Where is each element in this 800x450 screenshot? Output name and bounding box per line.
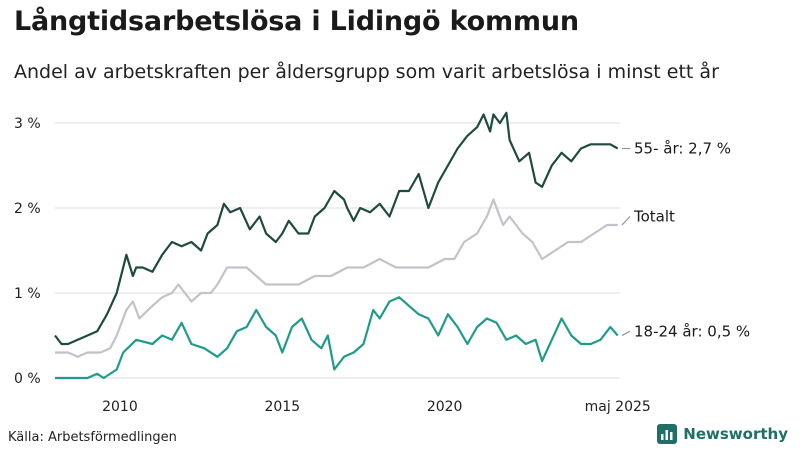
series-line-55	[54, 111, 619, 346]
x-tick-label: 2020	[427, 399, 463, 415]
end-label-leader-1824	[621, 330, 631, 336]
series-end-labels: Totalt 18-24 år: 0,5 % 55- år: 2,7 %	[621, 140, 750, 340]
x-tick-label: 2015	[264, 399, 300, 415]
x-tick-label: 2010	[102, 399, 138, 415]
brand-name: Newsworthy	[683, 425, 788, 443]
series-line-1824	[55, 296, 619, 380]
series-lines	[54, 111, 619, 380]
series-line-total	[55, 198, 618, 358]
x-axis-ticks: 2010 2015 2020 maj 2025	[102, 399, 651, 415]
newsworthy-logo-icon	[657, 424, 678, 444]
series-end-label-1824: 18-24 år: 0,5 %	[634, 322, 750, 340]
y-axis-ticks: 0 % 1 % 2 % 3 %	[14, 116, 41, 387]
series-end-label-total: Totalt	[633, 208, 675, 226]
source-note: Källa: Arbetsförmedlingen	[8, 430, 177, 445]
chart-subtitle: Andel av arbetskraften per åldersgrupp s…	[14, 61, 719, 83]
gridlines	[55, 122, 620, 379]
brand-logo: Newsworthy	[657, 424, 788, 444]
y-tick-label: 1 %	[14, 286, 41, 302]
end-label-leader-total	[621, 216, 631, 226]
chart-title: Långtidsarbetslösa i Lidingö kommun	[14, 6, 579, 37]
y-tick-label: 0 %	[14, 371, 41, 387]
x-tick-label: maj 2025	[585, 399, 651, 415]
y-tick-label: 3 %	[14, 116, 41, 132]
series-end-label-55: 55- år: 2,7 %	[634, 140, 731, 158]
y-tick-label: 2 %	[14, 201, 41, 217]
